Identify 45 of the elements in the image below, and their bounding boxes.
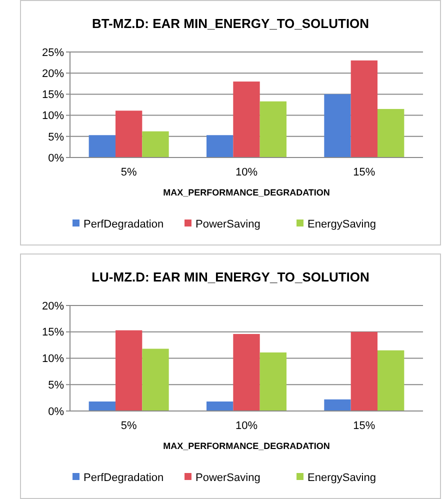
bar: [233, 82, 260, 158]
bar: [142, 131, 169, 158]
legend-label: EnergySaving: [308, 218, 376, 230]
bar: [142, 348, 169, 411]
x-tick-label: 10%: [235, 420, 258, 432]
bar: [378, 108, 404, 158]
bar: [260, 101, 287, 158]
y-tick-label: 0%: [48, 406, 64, 418]
bar: [88, 402, 116, 411]
y-tick-label: 5%: [48, 131, 64, 144]
bar: [260, 352, 287, 411]
y-tick-label: 15%: [42, 89, 64, 102]
bar: [324, 94, 351, 158]
bar: [116, 330, 142, 411]
y-tick-label: 0%: [48, 152, 64, 164]
bar: [116, 110, 142, 158]
y-tick-label: 15%: [42, 326, 64, 339]
legend-label: EnergySaving: [308, 472, 376, 484]
chart-title: BT-MZ.D: EAR MIN_ENERGY_TO_SOLUTION: [92, 16, 370, 31]
x-tick-label: 10%: [235, 166, 258, 178]
bar: [88, 135, 116, 158]
bar: [378, 350, 404, 411]
y-tick-label: 10%: [42, 110, 64, 122]
y-tick-label: 5%: [48, 379, 64, 392]
x-tick-label: 15%: [353, 420, 376, 432]
bar: [350, 60, 378, 158]
y-tick-label: 20%: [42, 68, 64, 80]
legend-label: PerfDegradation: [84, 218, 164, 230]
y-tick-label: 25%: [42, 46, 64, 59]
y-tick-label: 20%: [42, 300, 64, 312]
bar: [350, 332, 378, 411]
x-tick-label: 15%: [353, 166, 376, 178]
x-axis-title: MAX_PERFORMANCE_DEGRADATION: [163, 441, 330, 451]
x-tick-label: 5%: [120, 166, 137, 178]
bar: [206, 135, 234, 158]
x-axis-title: MAX_PERFORMANCE_DEGRADATION: [163, 188, 330, 198]
legend-label: PowerSaving: [196, 472, 260, 484]
bar: [324, 399, 351, 411]
y-tick-label: 10%: [42, 353, 64, 366]
chart-title: LU-MZ.D: EAR MIN_ENERGY_TO_SOLUTION: [92, 270, 370, 284]
legend-label: PowerSaving: [196, 218, 260, 230]
legend-label: PerfDegradation: [84, 472, 164, 484]
x-tick-label: 5%: [120, 420, 137, 432]
bar: [233, 334, 260, 411]
bar: [206, 402, 234, 411]
